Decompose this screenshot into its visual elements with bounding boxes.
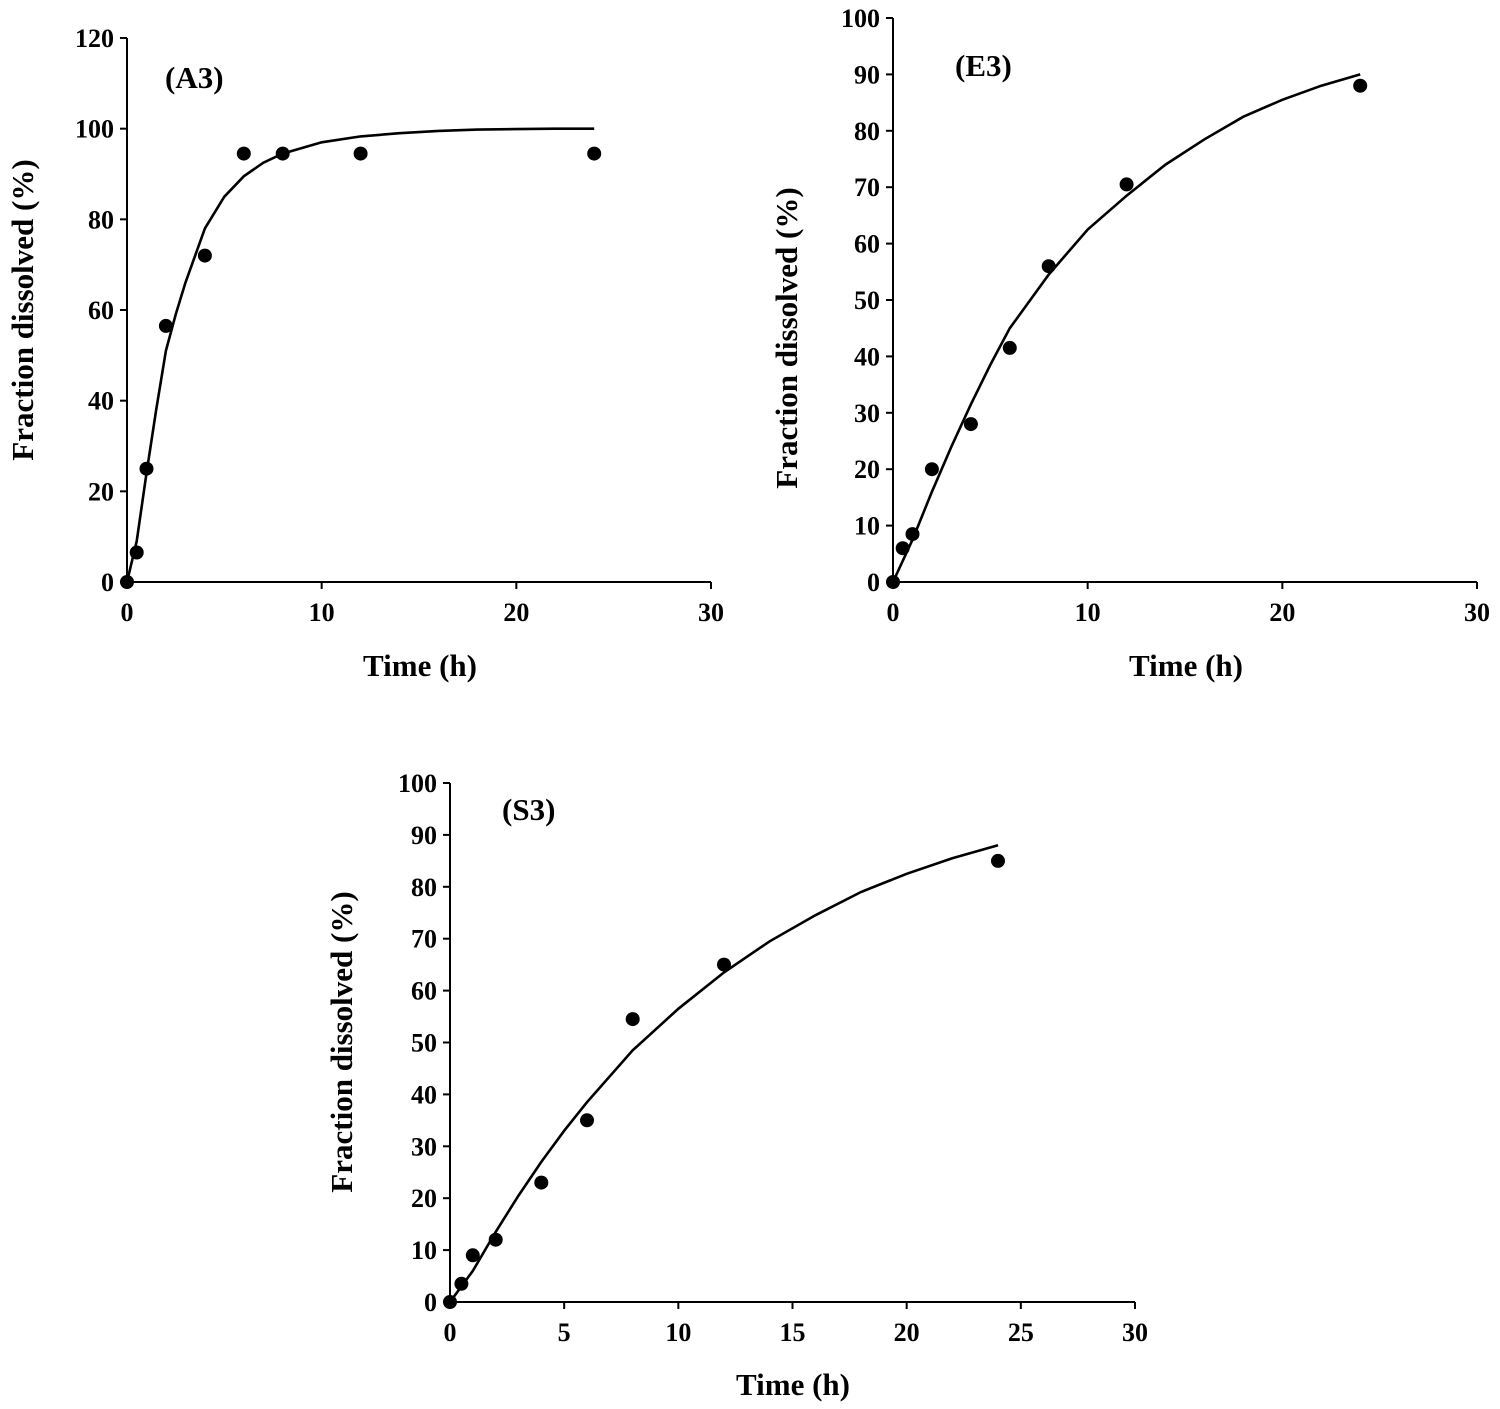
data-point bbox=[991, 853, 1005, 868]
data-point bbox=[580, 1113, 594, 1128]
fitted-curve-a3 bbox=[125, 127, 595, 583]
x-tick-label: 20 bbox=[1269, 598, 1295, 627]
x-tick-label: 25 bbox=[1008, 1318, 1034, 1347]
y-tick-label: 70 bbox=[411, 925, 437, 954]
data-point bbox=[1353, 78, 1368, 93]
y-tick-label: 60 bbox=[88, 296, 114, 325]
y-tick-label: 90 bbox=[411, 821, 437, 850]
chart-panel-a3: (A3) Time (h) Fraction dissolved (%) 0 20… bbox=[5, 24, 724, 683]
x-tick-label: 20 bbox=[894, 1318, 920, 1347]
y-tick-label: 100 bbox=[398, 769, 437, 798]
data-point bbox=[236, 146, 251, 161]
x-axis-title-a3: Time (h) bbox=[363, 648, 477, 683]
data-point bbox=[1041, 259, 1056, 274]
y-tick-label: 30 bbox=[854, 399, 880, 428]
y-tick-label: 20 bbox=[854, 455, 880, 484]
data-point bbox=[905, 527, 920, 542]
y-tick-label: 20 bbox=[88, 477, 114, 506]
x-axis-title-e3: Time (h) bbox=[1129, 648, 1243, 683]
data-point bbox=[197, 248, 212, 263]
y-tick-label: 40 bbox=[854, 342, 880, 371]
x-tick-label: 30 bbox=[1464, 598, 1490, 627]
y-axis-title-a3: Fraction dissolved (%) bbox=[5, 159, 40, 460]
y-tick-label: 90 bbox=[854, 60, 880, 89]
y-tick-label: 40 bbox=[88, 387, 114, 416]
data-point bbox=[465, 1248, 480, 1263]
data-point bbox=[886, 575, 900, 589]
data-point bbox=[454, 1276, 469, 1291]
data-point bbox=[275, 146, 290, 161]
x-tick-label: 5 bbox=[558, 1318, 571, 1347]
data-point bbox=[1119, 177, 1134, 192]
fitted-curve-s3 bbox=[448, 844, 999, 1303]
y-tick-label: 60 bbox=[854, 230, 880, 259]
x-tick-label: 30 bbox=[1122, 1318, 1148, 1347]
y-tick-label: 0 bbox=[867, 568, 880, 597]
y-tick-label: 10 bbox=[411, 1236, 437, 1265]
y-tick-label: 80 bbox=[854, 117, 880, 146]
data-point bbox=[158, 318, 173, 333]
x-tick-label: 0 bbox=[121, 598, 134, 627]
y-tick-label: 0 bbox=[101, 568, 114, 597]
y-tick-label: 100 bbox=[841, 4, 880, 33]
y-tick-label: 50 bbox=[411, 1029, 437, 1058]
data-point bbox=[924, 462, 939, 477]
chart-panel-e3: (E3) Time (h) Fraction dissolved (%) 0 10… bbox=[769, 4, 1490, 683]
data-point bbox=[120, 575, 134, 589]
data-point bbox=[129, 545, 144, 560]
data-point bbox=[717, 957, 731, 972]
y-tick-label: 0 bbox=[424, 1288, 437, 1317]
y-tick-label: 120 bbox=[75, 24, 114, 53]
y-axis-title-e3: Fraction dissolved (%) bbox=[769, 187, 804, 488]
chart-panel-s3: (S3) Time (h) Fraction dissolved (%) 0 10… bbox=[324, 769, 1148, 1402]
y-tick-label: 20 bbox=[411, 1184, 437, 1213]
x-tick-label: 0 bbox=[887, 598, 900, 627]
y-axis-title-s3: Fraction dissolved (%) bbox=[324, 891, 359, 1192]
data-point bbox=[488, 1232, 503, 1247]
x-tick-label: 10 bbox=[309, 598, 335, 627]
y-tick-label: 30 bbox=[411, 1132, 437, 1161]
y-tick-label: 80 bbox=[88, 205, 114, 234]
x-axis-title-s3: Time (h) bbox=[736, 1367, 850, 1402]
data-point bbox=[139, 461, 154, 476]
y-tick-label: 10 bbox=[854, 512, 880, 541]
data-point bbox=[625, 1012, 640, 1027]
y-tick-label: 80 bbox=[411, 873, 437, 902]
x-tick-label: 0 bbox=[444, 1318, 457, 1347]
data-point bbox=[963, 417, 978, 432]
y-tick-label: 60 bbox=[411, 977, 437, 1006]
x-tick-label: 20 bbox=[503, 598, 529, 627]
x-tick-label: 30 bbox=[698, 598, 724, 627]
data-point bbox=[443, 1295, 457, 1309]
data-point bbox=[895, 541, 910, 556]
panel-label-e3: (E3) bbox=[955, 48, 1012, 83]
y-tick-label: 100 bbox=[75, 115, 114, 144]
y-tick-label: 50 bbox=[854, 286, 880, 315]
y-tick-label: 70 bbox=[854, 173, 880, 202]
data-point bbox=[534, 1175, 549, 1190]
y-tick-label: 40 bbox=[411, 1080, 437, 1109]
x-tick-label: 10 bbox=[1075, 598, 1101, 627]
fitted-curve-e3 bbox=[891, 73, 1361, 583]
data-point bbox=[353, 146, 368, 161]
panel-label-a3: (A3) bbox=[165, 60, 224, 95]
data-point bbox=[587, 146, 602, 161]
panel-label-s3: (S3) bbox=[502, 792, 555, 827]
x-tick-label: 15 bbox=[780, 1318, 806, 1347]
x-tick-label: 10 bbox=[665, 1318, 691, 1347]
data-point bbox=[1002, 340, 1017, 355]
